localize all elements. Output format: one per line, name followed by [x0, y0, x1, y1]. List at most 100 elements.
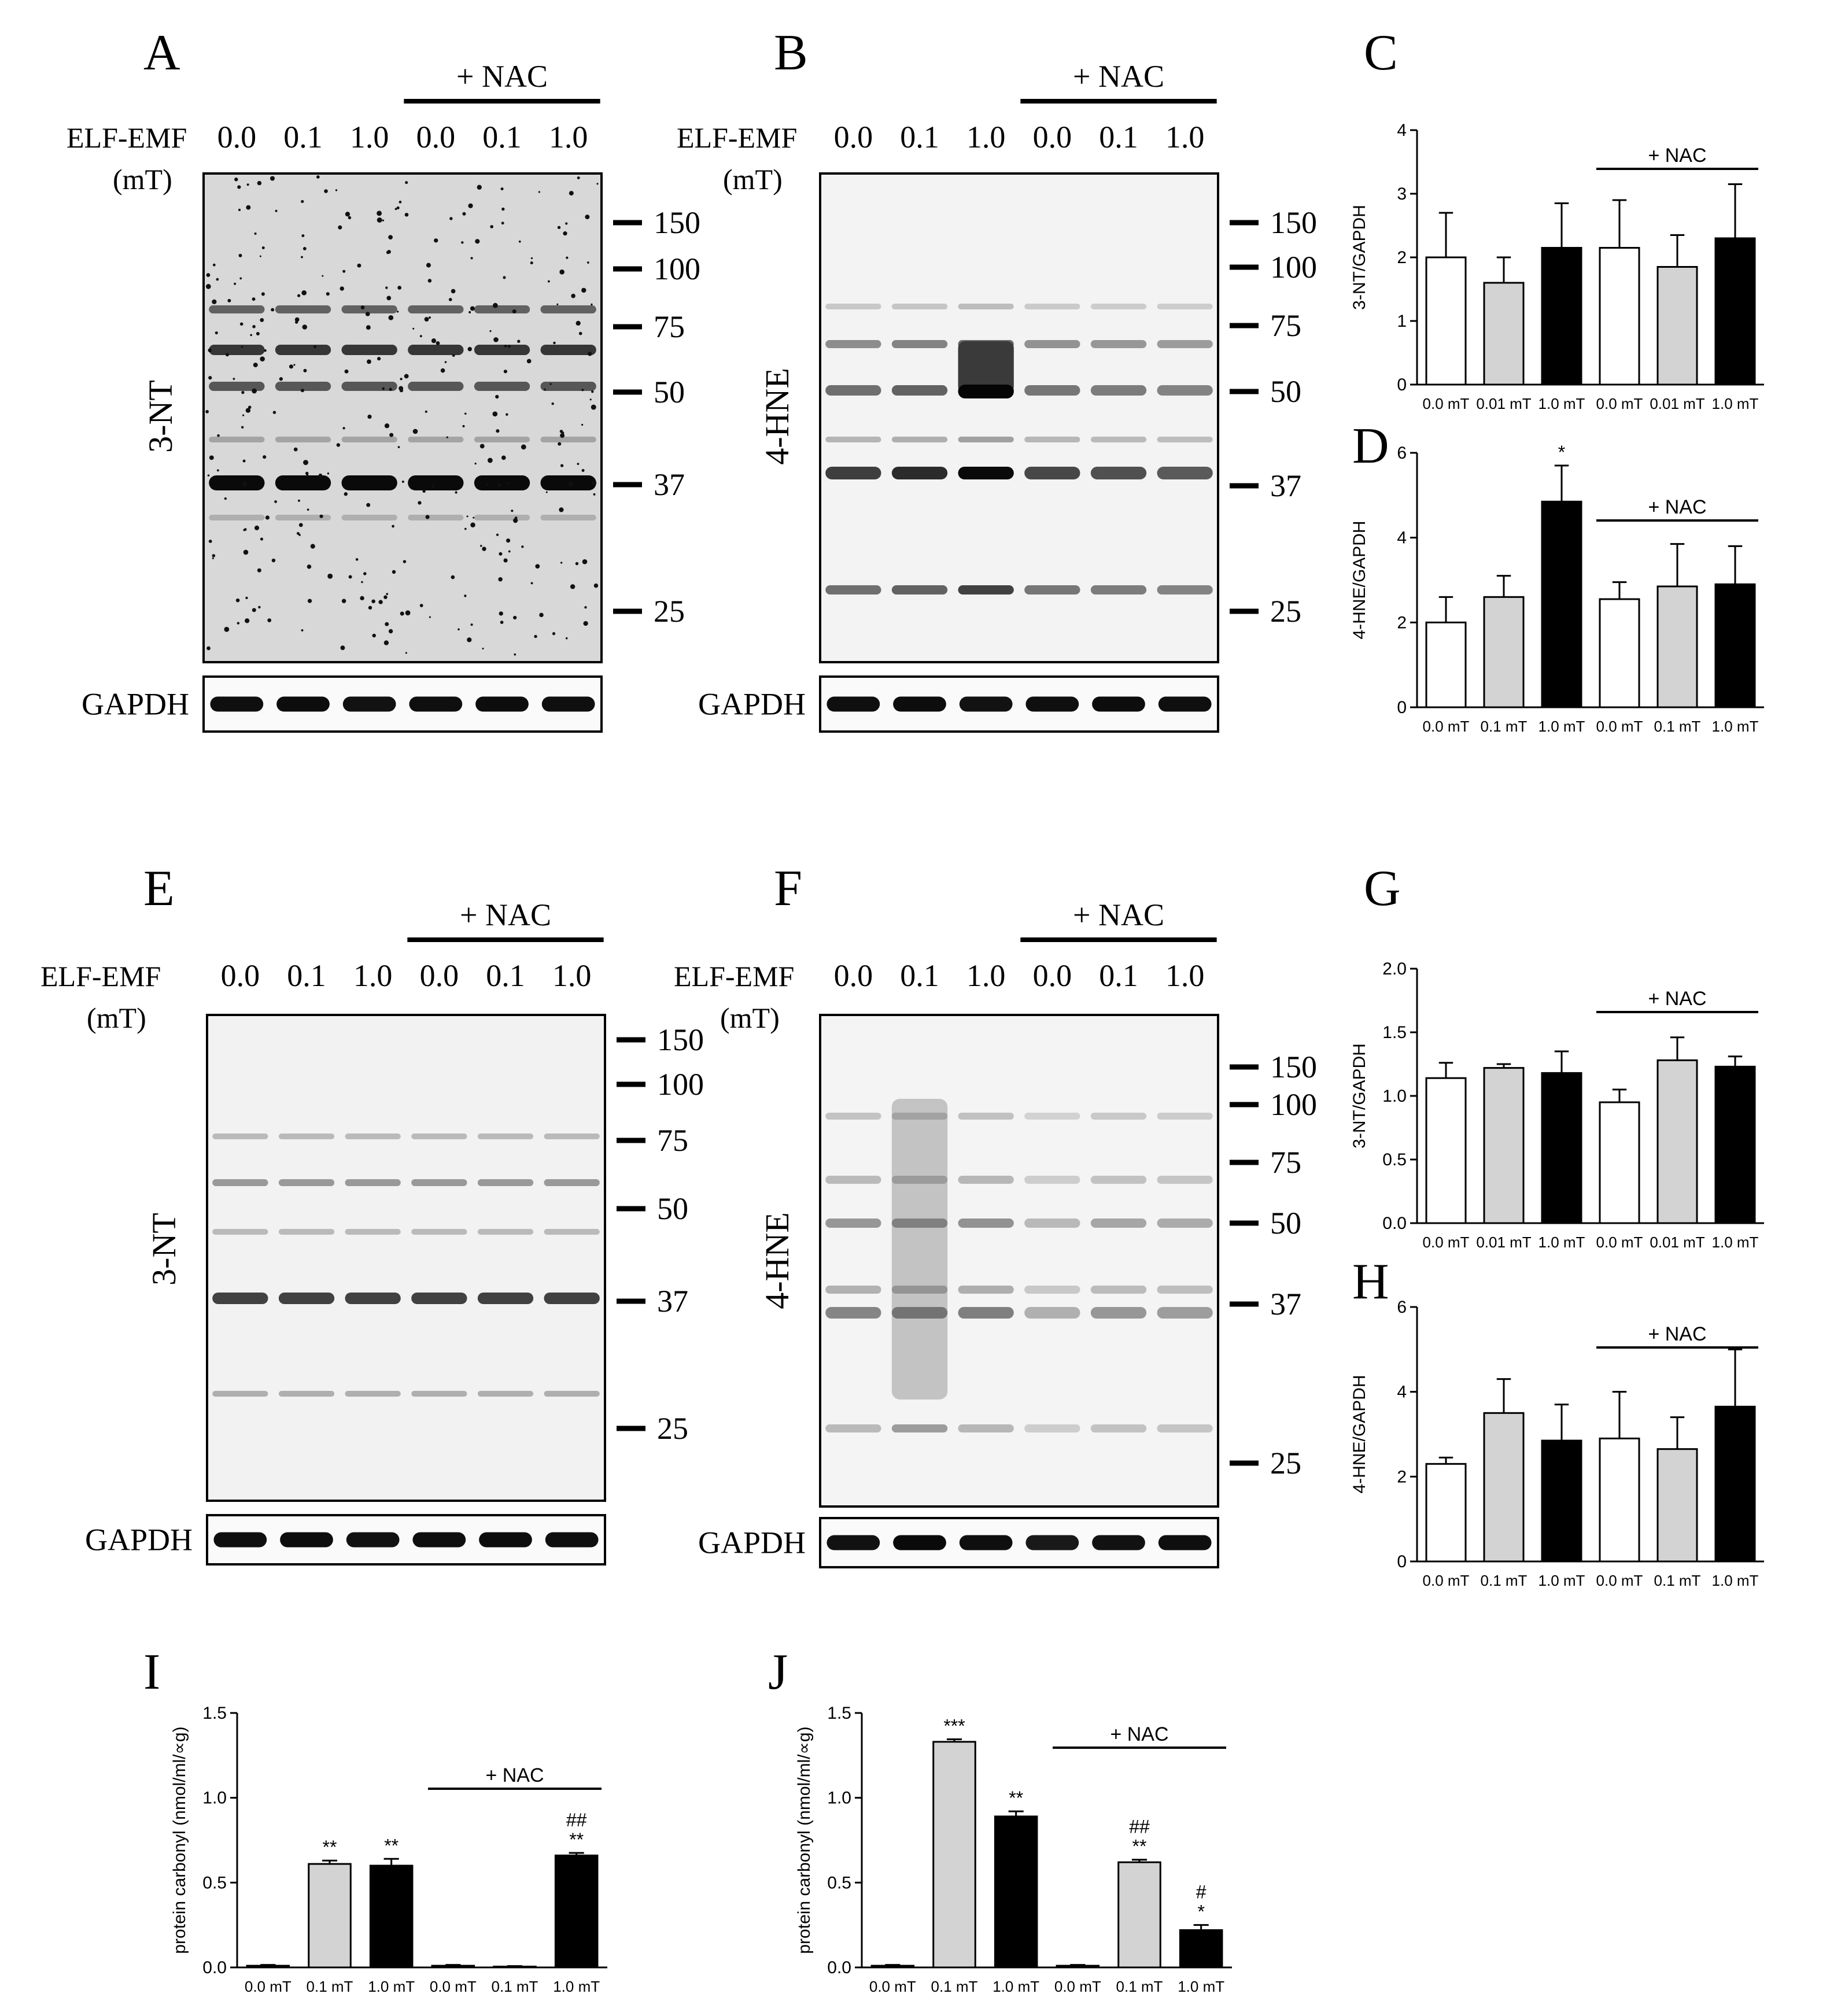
lane-label: 0.1	[900, 120, 939, 154]
protein-band	[341, 345, 397, 355]
noise-speck	[260, 317, 264, 322]
noise-speck	[592, 481, 597, 486]
noise-speck	[270, 176, 275, 181]
noise-speck	[301, 234, 305, 238]
protein-band	[278, 1293, 335, 1304]
x-tick-label: 1.0 mT	[1712, 718, 1759, 735]
protein-band	[209, 305, 265, 313]
bar	[1179, 1929, 1223, 1969]
protein-band	[1024, 385, 1080, 396]
x-tick-label: 0.0 mT	[1596, 395, 1643, 412]
noise-speck	[260, 537, 263, 541]
protein-band	[345, 1293, 401, 1304]
y-tick-label: 1.0	[202, 1789, 227, 1808]
protein-band	[891, 340, 948, 348]
protein-band	[477, 1229, 534, 1235]
noise-speck	[400, 378, 403, 381]
noise-speck	[241, 346, 243, 348]
noise-speck	[388, 315, 394, 320]
noise-speck	[558, 442, 562, 446]
bar	[1541, 247, 1582, 386]
noise-speck	[341, 599, 346, 604]
noise-speck	[389, 433, 394, 437]
protein-band	[477, 1391, 534, 1397]
protein-band	[341, 382, 397, 391]
y-tick-label: 6	[1397, 444, 1407, 463]
noise-speck	[239, 322, 243, 326]
noise-speck	[245, 618, 250, 623]
bar	[1425, 621, 1467, 708]
noise-speck	[301, 290, 307, 296]
noise-speck	[206, 273, 211, 278]
noise-speck	[497, 483, 501, 488]
y-tick-label: 1.5	[827, 1704, 851, 1723]
y-axis-label: 3-NT/GAPDH	[1350, 1043, 1369, 1149]
bar	[1599, 1101, 1640, 1224]
noise-speck	[436, 341, 440, 345]
noise-speck	[585, 215, 590, 220]
protein-band	[1090, 1113, 1147, 1120]
noise-speck	[449, 217, 453, 220]
marker-label: 100	[1270, 250, 1317, 285]
noise-speck	[241, 426, 244, 429]
noise-speck	[326, 292, 330, 296]
gapdh-label: GAPDH	[85, 1523, 193, 1557]
elf-emf-label: ELF-EMF	[674, 960, 794, 992]
noise-speck	[493, 337, 499, 342]
noise-speck	[577, 176, 580, 179]
noise-speck	[318, 473, 323, 478]
noise-speck	[431, 484, 436, 488]
noise-speck	[377, 357, 381, 361]
protein-band	[1090, 304, 1147, 309]
noise-speck	[254, 525, 260, 530]
x-tick-label: 1.0 mT	[368, 1978, 415, 1995]
noise-speck	[466, 515, 468, 518]
noise-speck	[253, 363, 258, 368]
y-tick-label: 4	[1397, 121, 1407, 140]
x-tick-label: 1.0 mT	[1178, 1978, 1224, 1995]
noise-speck	[507, 482, 510, 485]
bar	[1714, 237, 1756, 386]
noise-speck	[451, 289, 456, 294]
bar	[1541, 1072, 1582, 1224]
noise-speck	[206, 646, 211, 651]
bar	[554, 1854, 599, 1969]
panel-letter-e: E	[143, 861, 175, 917]
noise-speck	[316, 175, 320, 179]
protein-band	[209, 437, 265, 442]
significance-label: **	[323, 1837, 337, 1858]
protein-band	[209, 382, 265, 391]
noise-speck	[499, 611, 503, 616]
noise-speck	[425, 515, 430, 519]
noise-speck	[246, 205, 251, 210]
noise-speck	[307, 508, 309, 511]
noise-speck	[386, 296, 392, 301]
noise-speck	[235, 598, 240, 603]
x-tick-label: 1.0 mT	[1538, 395, 1585, 412]
x-tick-label: 0.0 mT	[1423, 1572, 1470, 1589]
nac-label: + NAC	[1110, 1723, 1168, 1745]
noise-speck	[257, 180, 262, 186]
y-tick-label: 1.0	[1382, 1087, 1407, 1106]
protein-band	[891, 585, 948, 595]
noise-speck	[305, 471, 309, 475]
noise-speck	[243, 549, 249, 555]
noise-speck	[503, 370, 508, 374]
protein-band	[1024, 467, 1080, 479]
y-tick-label: 0	[1397, 698, 1407, 717]
noise-speck	[209, 455, 214, 460]
noise-speck	[241, 391, 245, 394]
protein-band	[544, 1391, 600, 1397]
noise-speck	[310, 544, 315, 549]
protein-band	[825, 437, 881, 442]
noise-speck	[591, 390, 594, 393]
noise-speck	[583, 621, 588, 626]
noise-speck	[361, 581, 363, 584]
y-tick-label: 1.0	[827, 1789, 851, 1808]
bar	[1483, 596, 1525, 708]
protein-band	[408, 345, 464, 355]
noise-speck	[383, 640, 389, 645]
x-tick-label: 1.0 mT	[993, 1978, 1039, 1995]
bar	[1541, 1439, 1582, 1563]
lane-label: 0.1	[283, 120, 323, 154]
